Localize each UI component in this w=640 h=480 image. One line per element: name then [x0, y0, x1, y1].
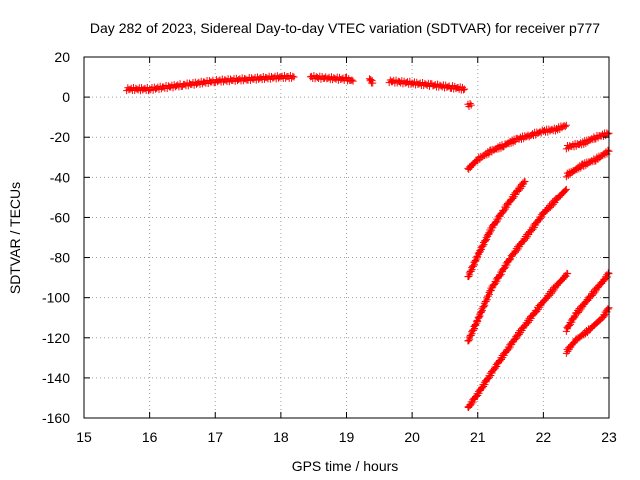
x-tick-label: 17: [207, 429, 223, 445]
y-tick-label: -40: [50, 169, 70, 185]
series-arc-6: [464, 121, 570, 173]
x-tick-label: 19: [339, 429, 355, 445]
data-point: [559, 275, 567, 283]
data-point: [349, 77, 357, 85]
data-point: [460, 86, 468, 94]
x-tick-label: 23: [601, 429, 617, 445]
x-tick-label: 20: [404, 429, 420, 445]
series-arc-3: [365, 75, 377, 87]
data-point: [561, 123, 569, 131]
data-point: [289, 72, 297, 80]
data-point: [515, 331, 523, 339]
grid: [84, 57, 609, 418]
data-point: [493, 362, 501, 370]
y-tick-label: -80: [50, 250, 70, 266]
data-point: [562, 186, 570, 194]
data-point: [538, 213, 546, 221]
data-point: [561, 187, 569, 195]
series-arc-13: [562, 304, 613, 357]
data-point: [493, 277, 501, 285]
series-arc-5: [464, 100, 475, 111]
series-arc-8: [464, 185, 570, 345]
y-tick-label: -140: [42, 370, 70, 386]
y-tick-label: 0: [62, 89, 70, 105]
data-point: [480, 241, 488, 249]
y-tick-label: -120: [42, 330, 70, 346]
y-tick-label: -20: [50, 129, 70, 145]
x-tick-label: 15: [76, 429, 92, 445]
data-point: [290, 73, 298, 81]
data-point: [602, 275, 610, 283]
data-point: [604, 269, 612, 277]
data-point: [479, 242, 487, 250]
data-point: [588, 292, 596, 300]
series-arc-1: [123, 71, 298, 95]
data-point: [604, 305, 612, 313]
data-points: [123, 71, 613, 411]
y-axis-label: SDTVAR / TECUs: [7, 182, 23, 294]
data-point: [348, 76, 356, 84]
data-point: [509, 195, 517, 203]
data-point: [541, 296, 549, 304]
data-point: [367, 75, 375, 83]
data-point: [537, 215, 545, 223]
data-point: [521, 177, 529, 185]
series-arc-9: [464, 269, 572, 411]
series-arc-4: [385, 76, 469, 94]
data-point: [474, 253, 482, 261]
y-tick-label: -60: [50, 209, 70, 225]
y-tick-label: 20: [54, 49, 70, 65]
data-point: [515, 186, 523, 194]
data-point: [477, 246, 485, 254]
data-point: [546, 291, 554, 299]
y-tick-label: -160: [42, 410, 70, 426]
data-point: [604, 130, 612, 138]
data-point: [548, 202, 556, 210]
data-point: [466, 100, 474, 108]
series-arc-7: [464, 177, 529, 281]
x-tick-label: 16: [142, 429, 158, 445]
x-tick-label: 21: [470, 429, 486, 445]
x-tick-label: 22: [536, 429, 552, 445]
x-axis-label: GPS time / hours: [292, 458, 399, 474]
data-point: [546, 203, 554, 211]
data-point: [503, 261, 511, 269]
data-point: [574, 309, 582, 317]
axis-ticks: 15 16 17 18 19 20 21 22 23 20 0 -20 -40 -60 -80 -100 -12…: [42, 49, 617, 445]
data-point: [544, 293, 552, 301]
data-point: [486, 228, 494, 236]
series-arc-2: [306, 72, 357, 85]
data-point: [491, 364, 499, 372]
data-point: [573, 310, 581, 318]
data-point: [568, 318, 576, 326]
data-point: [601, 276, 609, 284]
data-point: [600, 312, 608, 320]
data-point: [562, 185, 570, 193]
data-point: [587, 293, 595, 301]
series-arc-10: [562, 129, 613, 153]
data-point: [500, 207, 508, 215]
series-arc-12: [562, 269, 613, 335]
y-tick-label: -100: [42, 290, 70, 306]
data-point: [473, 156, 481, 164]
data-point: [562, 121, 570, 129]
chart-title: Day 282 of 2023, Sidereal Day-to-day VTE…: [90, 20, 600, 36]
data-point: [511, 336, 519, 344]
data-point: [564, 270, 572, 278]
data-point: [545, 205, 553, 213]
data-point: [577, 164, 585, 172]
data-point: [604, 146, 612, 154]
series-arc-11: [562, 146, 613, 181]
data-point: [461, 85, 469, 93]
x-tick-label: 18: [273, 429, 289, 445]
data-point: [514, 188, 522, 196]
data-point: [369, 79, 377, 87]
data-point: [476, 247, 484, 255]
data-point: [467, 101, 475, 109]
data-point: [496, 272, 504, 280]
data-point: [549, 200, 557, 208]
data-point: [604, 273, 612, 281]
